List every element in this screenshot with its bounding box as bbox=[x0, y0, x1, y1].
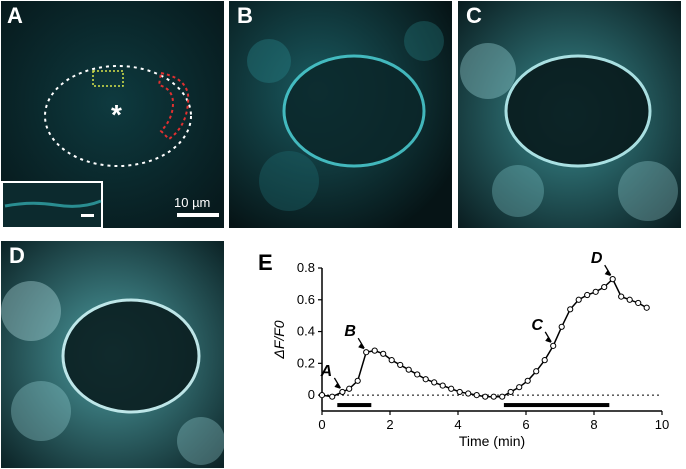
data-point bbox=[431, 379, 438, 386]
data-point bbox=[533, 368, 540, 375]
data-point bbox=[635, 299, 642, 307]
data-point bbox=[558, 323, 565, 330]
data-point bbox=[346, 385, 353, 392]
data-point bbox=[339, 388, 346, 396]
data-point bbox=[601, 283, 608, 291]
data-point bbox=[524, 377, 531, 384]
data-point bbox=[363, 349, 370, 356]
region-box bbox=[92, 70, 124, 87]
y-tick-label: 0.6 bbox=[297, 292, 315, 307]
x-tick-label: 2 bbox=[386, 417, 393, 432]
panel-e-chart: 0 0.2 0.4 0.6 0.8 0 2 4 6 8 10 Time (min) ΔF/F0 A B C D bbox=[271, 250, 669, 449]
annotation-label: C bbox=[531, 317, 543, 334]
annotation-arrowhead bbox=[604, 270, 611, 277]
x-axis-label: Time (min) bbox=[459, 433, 525, 449]
panel-d-image: D bbox=[1, 241, 224, 468]
annotation-arrowhead bbox=[358, 343, 365, 350]
cell-outline bbox=[44, 65, 192, 167]
x-tick-label: 4 bbox=[454, 417, 461, 432]
panel-b-micrograph bbox=[229, 1, 452, 228]
inset-scale-bar bbox=[81, 214, 94, 217]
data-point bbox=[567, 306, 574, 313]
data-point bbox=[318, 392, 326, 399]
x-tick-label: 6 bbox=[522, 417, 529, 432]
data-point bbox=[516, 384, 523, 391]
panel-c-micrograph bbox=[458, 1, 681, 228]
panel-c-label: C bbox=[466, 3, 482, 28]
data-point bbox=[550, 342, 557, 349]
annotation-arrowhead bbox=[545, 336, 552, 343]
data-point bbox=[397, 361, 404, 369]
data-point bbox=[448, 385, 455, 392]
data-point bbox=[380, 350, 387, 357]
data-point bbox=[575, 296, 582, 303]
annotation-label: A bbox=[320, 363, 333, 380]
data-point bbox=[482, 393, 489, 400]
data-point bbox=[618, 293, 625, 300]
stimulus-bar bbox=[337, 403, 372, 408]
data-point bbox=[371, 347, 378, 354]
panel-d-label: D bbox=[9, 243, 25, 268]
cell-body bbox=[61, 298, 201, 414]
data-point bbox=[473, 392, 480, 399]
data-point bbox=[354, 377, 361, 384]
x-tick-label: 8 bbox=[590, 417, 597, 432]
stimulus-bar bbox=[503, 403, 610, 408]
annotation-arrow bbox=[357, 337, 365, 349]
y-axis-label: ΔF/F0 bbox=[271, 320, 287, 359]
nucleus-marker: * bbox=[111, 99, 122, 130]
data-point bbox=[499, 393, 506, 400]
data-point bbox=[422, 376, 429, 383]
data-point bbox=[388, 357, 395, 364]
panel-d-micrograph bbox=[1, 241, 224, 468]
panel-b-label: B bbox=[237, 3, 253, 28]
annotation-label: B bbox=[344, 323, 356, 340]
data-point bbox=[405, 366, 412, 373]
data-point bbox=[592, 288, 599, 295]
series-line bbox=[321, 277, 648, 398]
annotation-label: D bbox=[591, 250, 603, 267]
scale-bar bbox=[177, 213, 219, 217]
data-point bbox=[609, 276, 616, 283]
data-point bbox=[414, 371, 421, 378]
panel-a-image: A * 10 µm bbox=[1, 1, 224, 228]
panel-e-label: E bbox=[258, 250, 273, 275]
panel-b-image: B bbox=[229, 1, 452, 228]
data-point bbox=[626, 296, 633, 303]
region-arc bbox=[157, 71, 190, 141]
y-tick-label: 0.2 bbox=[297, 355, 315, 370]
cell-body bbox=[504, 54, 652, 168]
annotation-arrowhead bbox=[334, 382, 341, 389]
data-point bbox=[507, 388, 514, 396]
cell-body bbox=[282, 54, 426, 168]
x-tick-label: 0 bbox=[318, 417, 325, 432]
data-point bbox=[329, 393, 336, 400]
y-tick-label: 0.8 bbox=[297, 260, 315, 275]
panel-a-label: A bbox=[7, 3, 23, 28]
data-point bbox=[643, 304, 650, 311]
data-point bbox=[439, 382, 446, 389]
panel-a-micrograph bbox=[1, 1, 224, 228]
data-point bbox=[584, 291, 591, 299]
panel-c-image: C bbox=[458, 1, 681, 228]
y-tick-label: 0.4 bbox=[297, 324, 315, 339]
scale-bar-label: 10 µm bbox=[174, 195, 211, 210]
data-point bbox=[456, 388, 463, 396]
data-point bbox=[541, 357, 548, 364]
data-point bbox=[465, 390, 472, 397]
x-tick-label: 10 bbox=[655, 417, 669, 432]
y-tick-label: 0 bbox=[308, 387, 315, 402]
data-point bbox=[490, 393, 497, 400]
